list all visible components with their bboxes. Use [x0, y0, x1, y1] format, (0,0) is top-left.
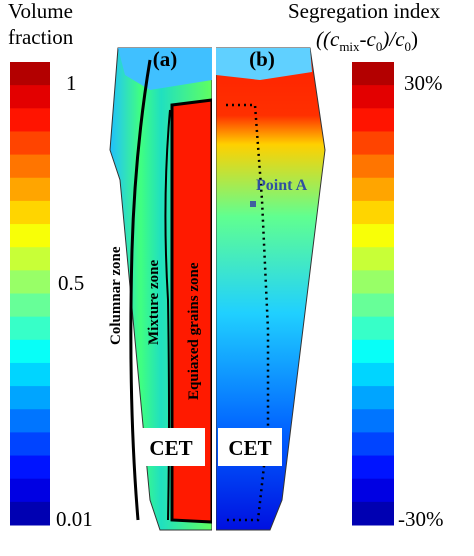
color-band	[10, 339, 50, 364]
color-band	[352, 247, 394, 271]
left-colorbar	[10, 62, 50, 526]
color-band	[10, 432, 50, 457]
color-band	[10, 478, 50, 503]
color-band	[10, 224, 50, 248]
color-band	[10, 501, 50, 526]
formula-part: )	[411, 27, 418, 51]
color-band	[10, 455, 50, 480]
label-box	[218, 428, 282, 466]
color-band	[352, 316, 394, 341]
cb-label: 30%	[404, 71, 443, 95]
color-band	[10, 62, 50, 86]
formula-part: 0	[405, 39, 412, 54]
zone-label: Mixture zone	[146, 260, 162, 345]
color-band	[352, 108, 394, 132]
color-band	[352, 62, 394, 86]
color-band	[10, 409, 50, 433]
color-band	[10, 131, 50, 156]
color-band	[10, 270, 50, 294]
color-band	[352, 501, 394, 526]
color-band	[10, 247, 50, 271]
cb-title: fraction	[8, 25, 74, 49]
panel-b: Point A CET (b)	[215, 47, 326, 531]
cb-label: -30%	[398, 507, 444, 531]
color-band	[10, 293, 50, 318]
right-colorbar	[352, 62, 394, 526]
color-band	[352, 270, 394, 294]
color-band	[10, 386, 50, 410]
color-band	[352, 224, 394, 248]
color-band	[10, 85, 50, 109]
color-band	[352, 455, 394, 480]
color-band	[352, 478, 394, 503]
color-band	[352, 177, 394, 202]
cet-label: CET	[228, 436, 271, 460]
zone-label: Equiaxed grains zone	[186, 262, 202, 400]
color-band	[352, 154, 394, 179]
color-band	[10, 108, 50, 132]
color-band	[352, 409, 394, 433]
point-marker	[250, 201, 256, 207]
color-band	[352, 339, 394, 364]
cb-label: 0.01	[56, 507, 93, 531]
cb-title: Volume	[8, 0, 73, 23]
color-band	[352, 131, 394, 156]
color-band	[10, 316, 50, 341]
cb-title: Segregation index	[288, 0, 441, 23]
color-band	[352, 362, 394, 387]
color-band	[10, 154, 50, 179]
formula: ((cmix-c0)/c0)	[316, 27, 418, 54]
color-band	[352, 432, 394, 457]
cet-label: CET	[149, 436, 192, 460]
panel-a: CET (a) Columnar zone Mixture zone Equia…	[108, 47, 214, 531]
formula-part: 0	[376, 39, 383, 54]
color-band	[352, 200, 394, 225]
color-band	[10, 177, 50, 202]
formula-part: mix	[339, 39, 360, 54]
color-band	[352, 293, 394, 318]
color-band	[352, 386, 394, 410]
point-label: Point A	[256, 177, 308, 194]
color-band	[10, 200, 50, 225]
color-band	[10, 362, 50, 387]
panel-label: (b)	[249, 47, 275, 71]
formula-part: )/c	[381, 27, 405, 51]
cb-label: 1	[66, 71, 77, 95]
panel-label: (a)	[153, 47, 178, 71]
cb-label: 0.5	[58, 271, 84, 295]
formula-part: ((c	[316, 27, 340, 51]
label-box	[137, 428, 205, 466]
color-band	[352, 85, 394, 109]
zone-label: Columnar zone	[108, 246, 124, 345]
formula-part: -c	[360, 27, 377, 51]
